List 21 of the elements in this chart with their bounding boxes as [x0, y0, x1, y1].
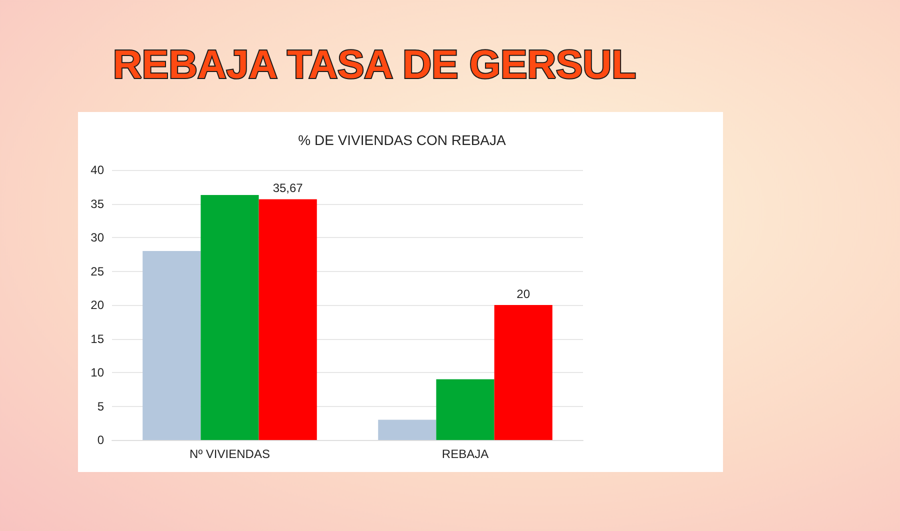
- y-tick-label: 20: [90, 298, 104, 312]
- y-tick-label: 0: [97, 433, 104, 447]
- bar: [436, 379, 494, 440]
- x-tick-label: REBAJA: [442, 447, 489, 461]
- y-tick-label: 35: [90, 196, 104, 211]
- bar: [200, 194, 259, 440]
- y-tick-label: 15: [90, 332, 104, 346]
- data-label: 20: [516, 287, 530, 301]
- bar: [142, 251, 201, 440]
- y-tick-label: 5: [97, 399, 104, 414]
- y-tick-label: 25: [90, 264, 104, 278]
- bar: [258, 199, 317, 440]
- y-tick-label: 30: [90, 230, 104, 244]
- data-label: 35,67: [272, 181, 304, 196]
- x-tick-label: Nº VIVIENDAS: [190, 447, 270, 461]
- y-tick-label: 40: [90, 163, 104, 177]
- bar: [494, 305, 552, 440]
- y-tick-label: 10: [90, 366, 104, 380]
- chart-subtitle: % DE VIVIENDAS CON REBAJA: [298, 132, 507, 148]
- chart-title: REBAJA TASA DE GERSUL: [113, 43, 636, 87]
- bar: [378, 420, 436, 440]
